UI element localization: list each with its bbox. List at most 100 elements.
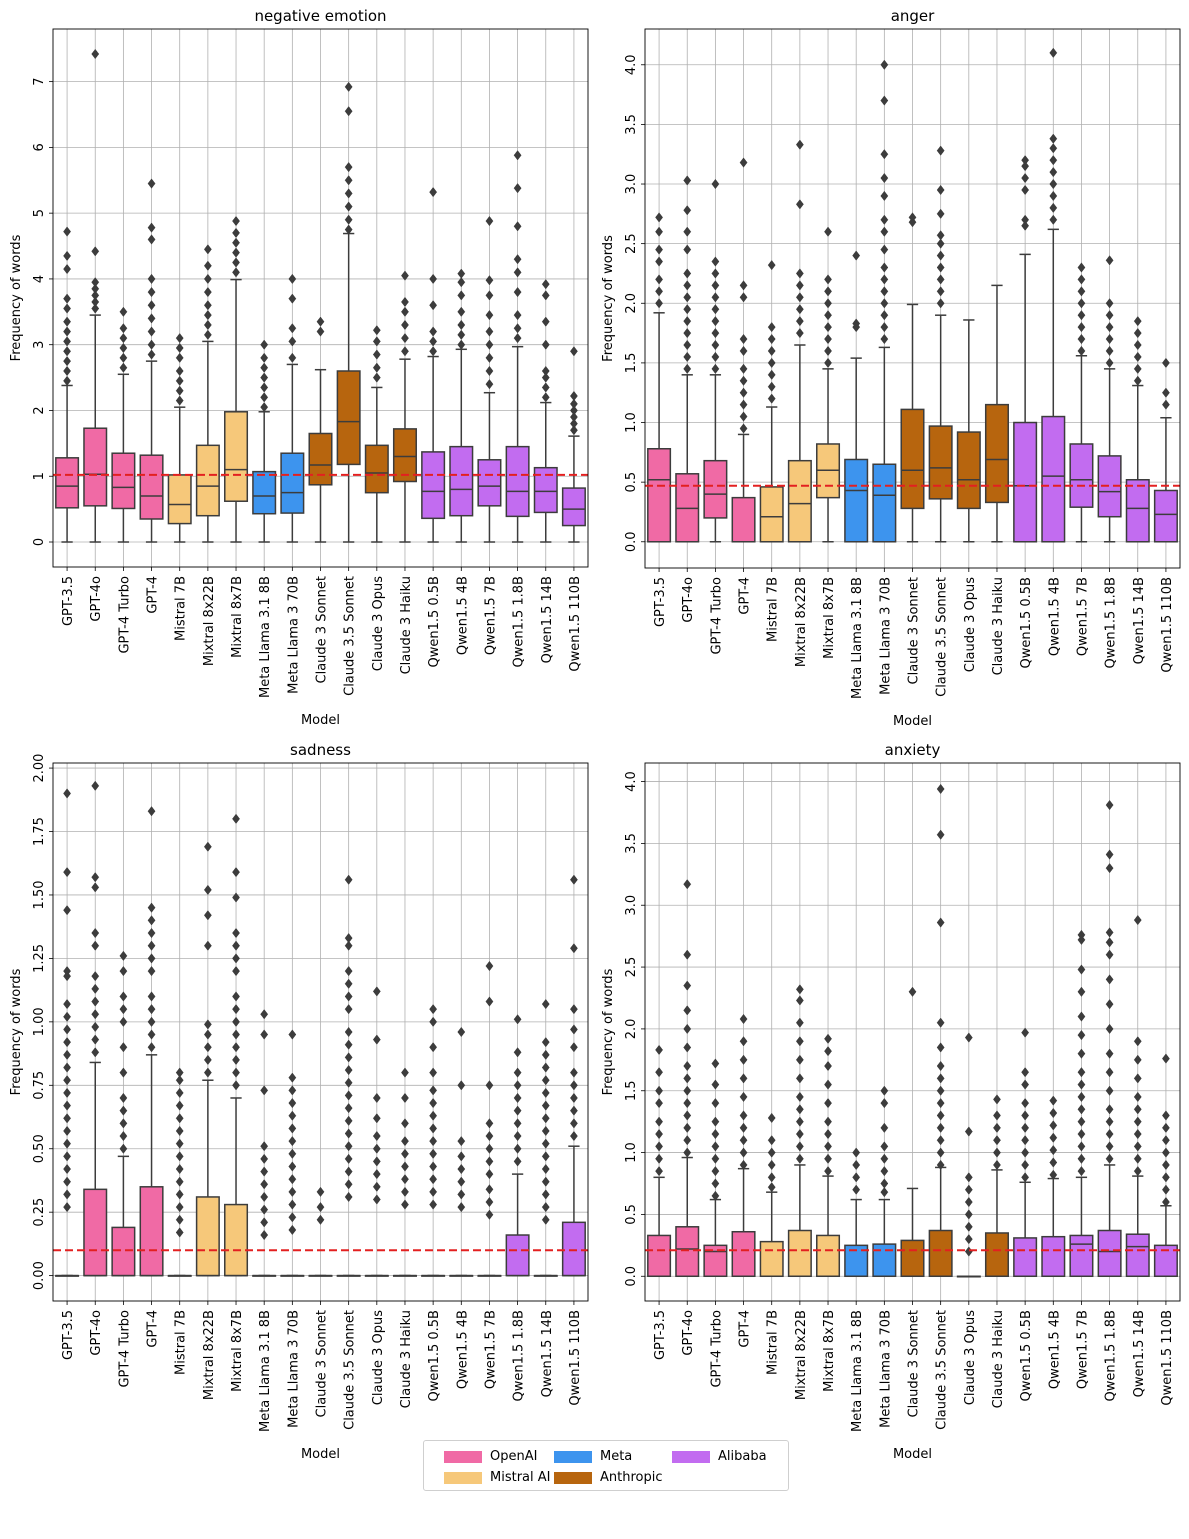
outlier-point [119,991,128,1002]
outlier-point [203,884,212,895]
outlier-point [147,966,156,977]
box-body [647,1234,672,1278]
outlier-point [429,1085,438,1096]
box-body [561,1221,586,1277]
outlier-point [63,375,71,386]
outlier-point [344,978,353,989]
outlier-point [344,224,353,235]
outlier-point [429,1148,438,1159]
outlier-point [683,1122,692,1133]
x-tick-label: GPT-3.5 [653,1310,668,1360]
outlier-point [1133,1054,1142,1065]
outlier-point [63,226,71,237]
x-tick-label: Claude 3 Sonnet [315,1310,330,1417]
outlier-point [1105,949,1114,960]
outlier-point [880,59,889,70]
x-tick-label: Mixtral 8x22B [202,576,217,666]
outlier-point [683,1042,692,1053]
outlier-point [513,1118,522,1129]
outlier-point [824,286,832,297]
outlier-point [372,1169,381,1180]
outlier-point [936,230,945,241]
outlier-point [288,352,297,363]
box-body [195,444,220,517]
outlier-point [1162,399,1170,410]
outlier-point [683,1073,692,1084]
outlier-point [175,1214,184,1225]
x-tick-label: Claude 3 Haiku [399,1310,414,1408]
x-tick-label: Qwen1.5 110B [568,1310,583,1406]
box-qwen1-5-1-8b [1097,255,1122,543]
outlier-point [1077,333,1086,345]
outlier-point [1077,310,1086,321]
outlier-point [203,1019,212,1030]
outlier-point [683,1135,692,1146]
outlier-point [739,363,748,374]
outlier-point [344,162,353,173]
box-body [731,1230,756,1278]
box-mixtral-8x7b [224,813,249,1277]
outlier-point [795,1128,804,1140]
outlier-point [936,1110,945,1121]
outlier-point [1133,1128,1142,1140]
outlier-point [344,81,353,92]
outlier-point [372,372,381,383]
chart-title: anxiety [885,741,941,759]
outlier-point [232,215,240,227]
box-meta-llama-3-1-8b [252,1009,277,1277]
outlier-point [63,250,71,261]
outlier-point [1133,1104,1142,1115]
outlier-point [232,267,240,278]
outlier-point [513,221,522,232]
outlier-point [1049,167,1058,178]
box-body [224,1203,249,1277]
outlier-point [401,1092,409,1104]
box-body [1041,415,1066,543]
outlier-point [63,293,71,304]
outlier-point [485,365,494,377]
outlier-point [429,1186,438,1197]
outlier-point [288,1199,297,1210]
box-claude-3-5-sonnet [928,783,953,1278]
box-mistral-7b [167,333,192,543]
outlier-point [936,238,945,249]
outlier-point [175,1227,184,1238]
legend-swatch-anthropic [554,1471,592,1484]
outlier-point [795,292,804,303]
box-claude-3-5-sonnet [928,145,953,543]
outlier-point [880,262,889,273]
outlier-point [63,1024,71,1035]
outlier-point [1049,202,1058,213]
outlier-point [147,915,156,926]
x-tick-label: GPT-4 [738,1310,753,1348]
outlier-point [91,303,100,314]
box-qwen1-5-4b [449,268,474,543]
box-body [928,425,953,500]
outlier-point [147,1004,156,1015]
outlier-point [429,346,438,357]
x-tick-label: Qwen1.5 1.8B [512,576,527,668]
outlier-point [1105,1141,1114,1152]
outlier-point [175,1087,184,1099]
box-body [703,1244,728,1278]
x-tick-label: Claude 3 Opus [963,577,978,672]
outlier-point [344,1179,353,1190]
outlier-point [541,279,550,290]
y-tick-label: 0.00 [32,1261,47,1290]
outlier-point [175,395,184,406]
outlier-point [683,363,692,374]
outlier-point [541,372,550,383]
outlier-point [63,867,71,878]
outlier-point [260,1166,269,1177]
box-gpt-4o [83,780,108,1277]
outlier-point [91,983,100,994]
outlier-point [655,286,663,297]
outlier-point [457,319,466,331]
outlier-point [852,1159,861,1171]
outlier-point [91,246,100,257]
outlier-point [824,322,832,333]
outlier-point [880,298,889,309]
x-tick-label: Claude 3.5 Sonnet [935,1310,950,1430]
outlier-point [683,316,692,327]
outlier-point [1162,1053,1170,1064]
